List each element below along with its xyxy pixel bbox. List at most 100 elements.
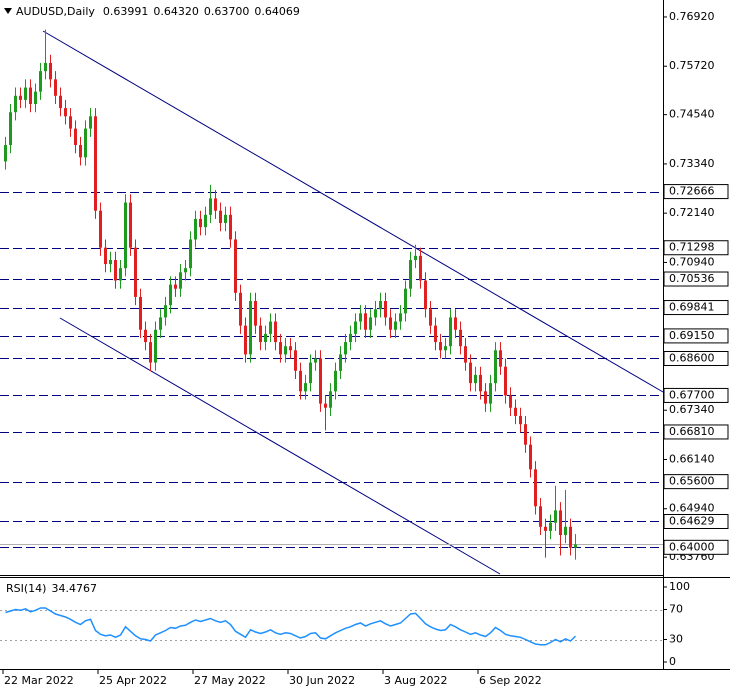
level-label: 0.64000 bbox=[669, 540, 715, 553]
candle-body bbox=[259, 325, 262, 343]
candle-body bbox=[134, 247, 137, 297]
level-label: 0.64629 bbox=[669, 514, 715, 527]
rsi-line bbox=[5, 607, 577, 646]
y-tick-label: 0.76920 bbox=[669, 10, 715, 23]
candle-body bbox=[219, 210, 222, 224]
candle-body bbox=[19, 95, 22, 100]
candle-body bbox=[509, 395, 512, 408]
candle-body bbox=[169, 284, 172, 306]
candle-body bbox=[434, 325, 437, 343]
candle-body bbox=[534, 469, 537, 507]
ohlc-value: 0.63700 bbox=[204, 5, 250, 18]
y-tick-label: 0.72140 bbox=[669, 206, 715, 219]
candle-body bbox=[69, 116, 72, 129]
candle-body bbox=[544, 526, 547, 531]
candle-body bbox=[489, 383, 492, 404]
candle-body bbox=[339, 354, 342, 371]
level-label-box bbox=[663, 240, 729, 256]
level-label: 0.72666 bbox=[669, 185, 715, 198]
candle-body bbox=[299, 370, 302, 392]
candle-body bbox=[229, 214, 232, 240]
candle-body bbox=[249, 301, 252, 355]
level-label-box bbox=[663, 271, 729, 287]
y-tick-label: 0 bbox=[669, 655, 676, 668]
level-label: 0.71298 bbox=[669, 241, 715, 254]
candle-body bbox=[89, 116, 92, 129]
candle-body bbox=[539, 506, 542, 527]
ohlc-value: 0.64320 bbox=[153, 5, 199, 18]
candle-body bbox=[384, 301, 387, 318]
y-tick-label: 30 bbox=[669, 633, 683, 646]
candle-body bbox=[409, 259, 412, 289]
candle-body bbox=[64, 108, 67, 117]
candle-body bbox=[574, 544, 577, 548]
candle-body bbox=[504, 366, 507, 396]
y-tick-label: 0.70940 bbox=[669, 255, 715, 268]
y-tick-label: 0.64940 bbox=[669, 502, 715, 515]
x-tick-label: 30 Jun 2022 bbox=[289, 674, 355, 687]
level-label-box bbox=[663, 300, 729, 316]
candle-body bbox=[159, 317, 162, 330]
candle-body bbox=[469, 362, 472, 384]
y-tick-label: 0.67340 bbox=[669, 403, 715, 416]
candle-body bbox=[39, 71, 42, 92]
ohlc-value: 0.64069 bbox=[254, 5, 300, 18]
candle-body bbox=[344, 342, 347, 355]
candle-body bbox=[49, 62, 52, 80]
x-tick-label: 6 Sep 2022 bbox=[479, 674, 542, 687]
candle-body bbox=[429, 309, 432, 326]
menu-icon[interactable] bbox=[4, 8, 12, 14]
candle-body bbox=[494, 350, 497, 384]
candle-body bbox=[239, 292, 242, 326]
ohlc-value: 0.63991 bbox=[103, 5, 149, 18]
candle-body bbox=[109, 259, 112, 265]
candle-body bbox=[309, 362, 312, 384]
candle-body bbox=[79, 145, 82, 158]
candle-body bbox=[414, 255, 417, 260]
candle-body bbox=[154, 329, 157, 363]
level-label-box bbox=[663, 387, 729, 403]
candle-body bbox=[184, 268, 187, 273]
candle-body bbox=[514, 407, 517, 416]
candle-body bbox=[204, 214, 207, 228]
candle-body bbox=[129, 202, 132, 248]
y-tick-label: 70 bbox=[669, 603, 683, 616]
candle-body bbox=[139, 296, 142, 330]
candle-body bbox=[404, 288, 407, 314]
candle-body bbox=[519, 415, 522, 425]
candle-body bbox=[334, 370, 337, 392]
level-label: 0.69150 bbox=[669, 329, 715, 342]
candle-body bbox=[119, 268, 122, 281]
level-label-box bbox=[663, 513, 729, 529]
y-tick-label: 0.73340 bbox=[669, 157, 715, 170]
candle-body bbox=[349, 333, 352, 343]
candle-body bbox=[449, 317, 452, 347]
level-label-box bbox=[663, 184, 729, 200]
x-tick-label: 3 Aug 2022 bbox=[384, 674, 447, 687]
candle-body bbox=[524, 424, 527, 445]
candle-body bbox=[474, 374, 477, 384]
candle-body bbox=[174, 284, 177, 289]
level-label: 0.70536 bbox=[669, 272, 715, 285]
rsi-value: 34.4767 bbox=[51, 582, 97, 595]
x-tick-label: 22 Mar 2022 bbox=[4, 674, 74, 687]
candle-body bbox=[34, 91, 37, 104]
x-tick-label: 25 Apr 2022 bbox=[99, 674, 167, 687]
symbol-title: AUDUSD,Daily bbox=[16, 5, 95, 18]
y-tick-label: 0.74540 bbox=[669, 108, 715, 121]
candle-body bbox=[104, 247, 107, 265]
candle-body bbox=[329, 391, 332, 408]
y-tick-label: 0.75720 bbox=[669, 59, 715, 72]
candle-body bbox=[279, 342, 282, 355]
candle-body bbox=[234, 239, 237, 293]
level-label-box bbox=[663, 328, 729, 344]
candle-body bbox=[84, 128, 87, 158]
candle-body bbox=[374, 309, 377, 318]
candle-body bbox=[284, 346, 287, 355]
candle-body bbox=[464, 346, 467, 363]
candle-body bbox=[364, 313, 367, 330]
candle-body bbox=[189, 239, 192, 269]
candle-body bbox=[164, 305, 167, 318]
candle-body bbox=[324, 403, 327, 408]
candle-body bbox=[304, 383, 307, 392]
